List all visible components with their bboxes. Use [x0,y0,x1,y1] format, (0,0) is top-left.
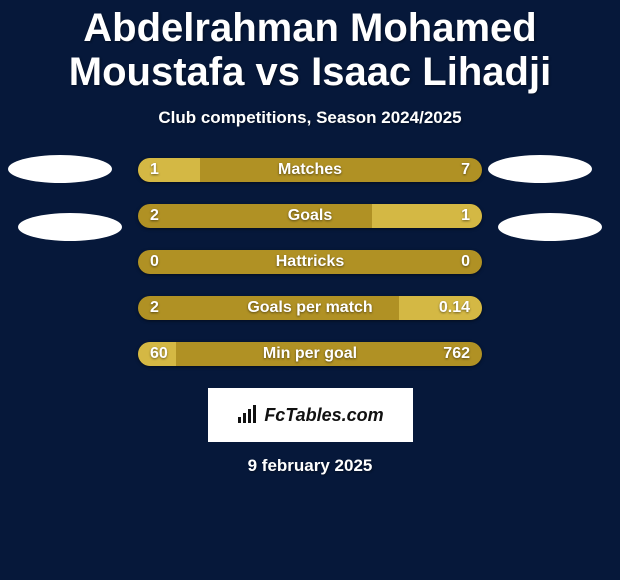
stat-row: 1Matches7 [138,158,482,182]
stat-label: Min per goal [138,342,482,366]
stat-label: Hattricks [138,250,482,274]
stat-row: 2Goals per match0.14 [138,296,482,320]
stat-value-right: 0.14 [439,296,470,320]
stat-label: Goals per match [138,296,482,320]
avatar-placeholder-left-1 [8,155,112,183]
stat-row: 2Goals1 [138,204,482,228]
stat-value-right: 762 [443,342,470,366]
avatar-placeholder-left-2 [18,213,122,241]
stats-area: 1Matches72Goals10Hattricks02Goals per ma… [0,142,620,366]
stat-label: Matches [138,158,482,182]
date-label: 9 february 2025 [0,456,620,476]
bars-icon [236,405,260,425]
avatar-placeholder-right-1 [488,155,592,183]
stat-value-right: 1 [461,204,470,228]
page-title: Abdelrahman Mohamed Moustafa vs Isaac Li… [0,0,620,94]
avatar-placeholder-right-2 [498,213,602,241]
subtitle: Club competitions, Season 2024/2025 [0,108,620,128]
logo-box: FcTables.com [208,388,413,442]
stat-value-right: 0 [461,250,470,274]
stat-value-right: 7 [461,158,470,182]
logo-text: FcTables.com [264,405,383,426]
stat-row: 0Hattricks0 [138,250,482,274]
stat-label: Goals [138,204,482,228]
stat-row: 60Min per goal762 [138,342,482,366]
